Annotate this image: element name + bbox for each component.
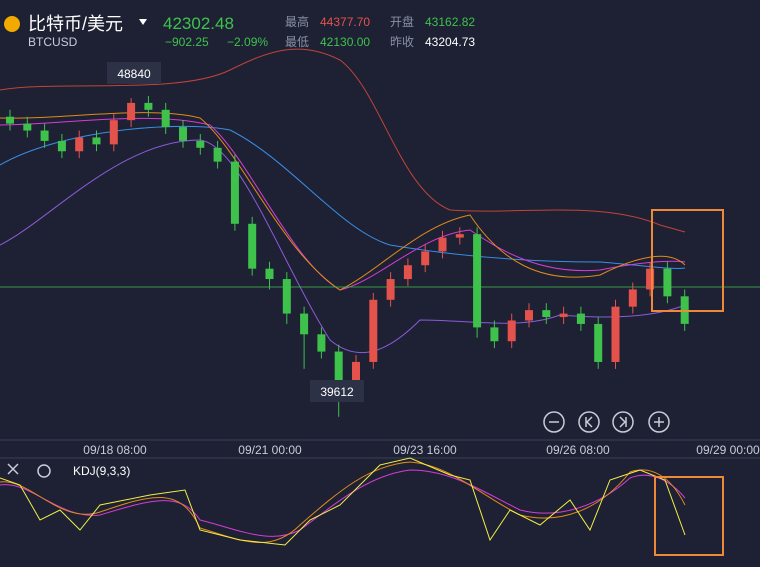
candle-body — [611, 306, 620, 362]
prev[interactable] — [578, 411, 600, 433]
candle-body — [403, 265, 412, 280]
candle-body — [386, 279, 395, 300]
date-label: 09/23 16:00 — [393, 443, 457, 457]
highlight-box — [651, 209, 724, 312]
header: 比特币/美元 BTCUSD 42302.48 −902.25 −2.09% 最高… — [4, 14, 475, 49]
highlight-box — [654, 476, 724, 556]
candle-body — [23, 123, 32, 131]
value: 44377.70 — [320, 15, 370, 29]
date-label: 09/21 00:00 — [238, 443, 302, 457]
pair-name: 比特币/美元 — [28, 14, 123, 34]
candle-body — [179, 127, 187, 141]
candle-body — [213, 147, 222, 162]
symbol: BTCUSD — [28, 35, 78, 49]
candle-body — [196, 140, 205, 148]
candle-body — [40, 130, 49, 141]
candle-body — [542, 310, 551, 318]
value: 43204.73 — [425, 35, 475, 49]
kdj-lines — [0, 457, 686, 546]
candle-body — [576, 313, 585, 324]
candle-body — [109, 120, 118, 145]
candle-body — [144, 102, 153, 110]
zoom-in[interactable] — [648, 411, 670, 433]
candle-body — [75, 137, 84, 152]
label: 开盘 — [390, 14, 414, 29]
candle-body — [628, 289, 637, 307]
candle-body — [594, 323, 603, 362]
settings-icon[interactable] — [37, 464, 51, 478]
candle-body — [507, 320, 516, 342]
candle-body — [559, 313, 568, 318]
candle-body — [317, 334, 326, 352]
candle-body — [92, 137, 101, 145]
dropdown[interactable] — [139, 19, 147, 25]
controls — [543, 411, 670, 433]
price: 42302.48 — [163, 14, 234, 33]
zoom-out[interactable] — [543, 411, 565, 433]
candle-body — [352, 361, 360, 387]
btc-icon — [4, 16, 20, 32]
value: 42130.00 — [320, 35, 370, 49]
candle-body — [6, 116, 14, 124]
label: 最高 — [285, 14, 309, 29]
min-tag — [310, 380, 364, 402]
candle-body — [421, 251, 430, 266]
control-icons — [549, 416, 664, 428]
candle-body — [455, 234, 464, 238]
date-label: 09/18 08:00 — [83, 443, 147, 457]
next[interactable] — [612, 411, 634, 433]
indicator-label: KDJ(9,3,3) — [73, 464, 130, 478]
max-tag — [107, 62, 161, 84]
change-pct: −2.09% — [227, 35, 268, 49]
candle-body — [646, 268, 655, 290]
date-label: 09/26 08:00 — [546, 443, 610, 457]
candle-body — [230, 161, 239, 224]
candle-body — [282, 279, 291, 314]
close-icon[interactable] — [7, 463, 19, 475]
label: 最低 — [285, 35, 309, 49]
candle-body — [473, 234, 482, 328]
candle-body — [369, 299, 378, 362]
value: 43162.82 — [425, 15, 475, 29]
candle-body — [663, 268, 672, 297]
candle-body — [265, 268, 274, 280]
date-label: 09/29 00:00 — [696, 443, 760, 457]
change: −902.25 — [165, 35, 209, 49]
candle-body — [525, 310, 533, 321]
candle-body — [490, 327, 499, 342]
candle-body — [57, 140, 66, 152]
candle-body — [438, 237, 447, 252]
candle-body — [161, 109, 170, 128]
min-label: 39612 — [320, 385, 354, 399]
candle-body — [127, 102, 136, 121]
candle-body — [248, 223, 257, 269]
label: 昨收 — [390, 35, 414, 49]
max-label: 48840 — [117, 67, 151, 81]
date-axis: 09/18 08:00 09/21 00:00 09/23 16:00 09/26 0… — [83, 443, 760, 457]
candle-body — [334, 351, 343, 387]
candle-body — [300, 313, 309, 335]
